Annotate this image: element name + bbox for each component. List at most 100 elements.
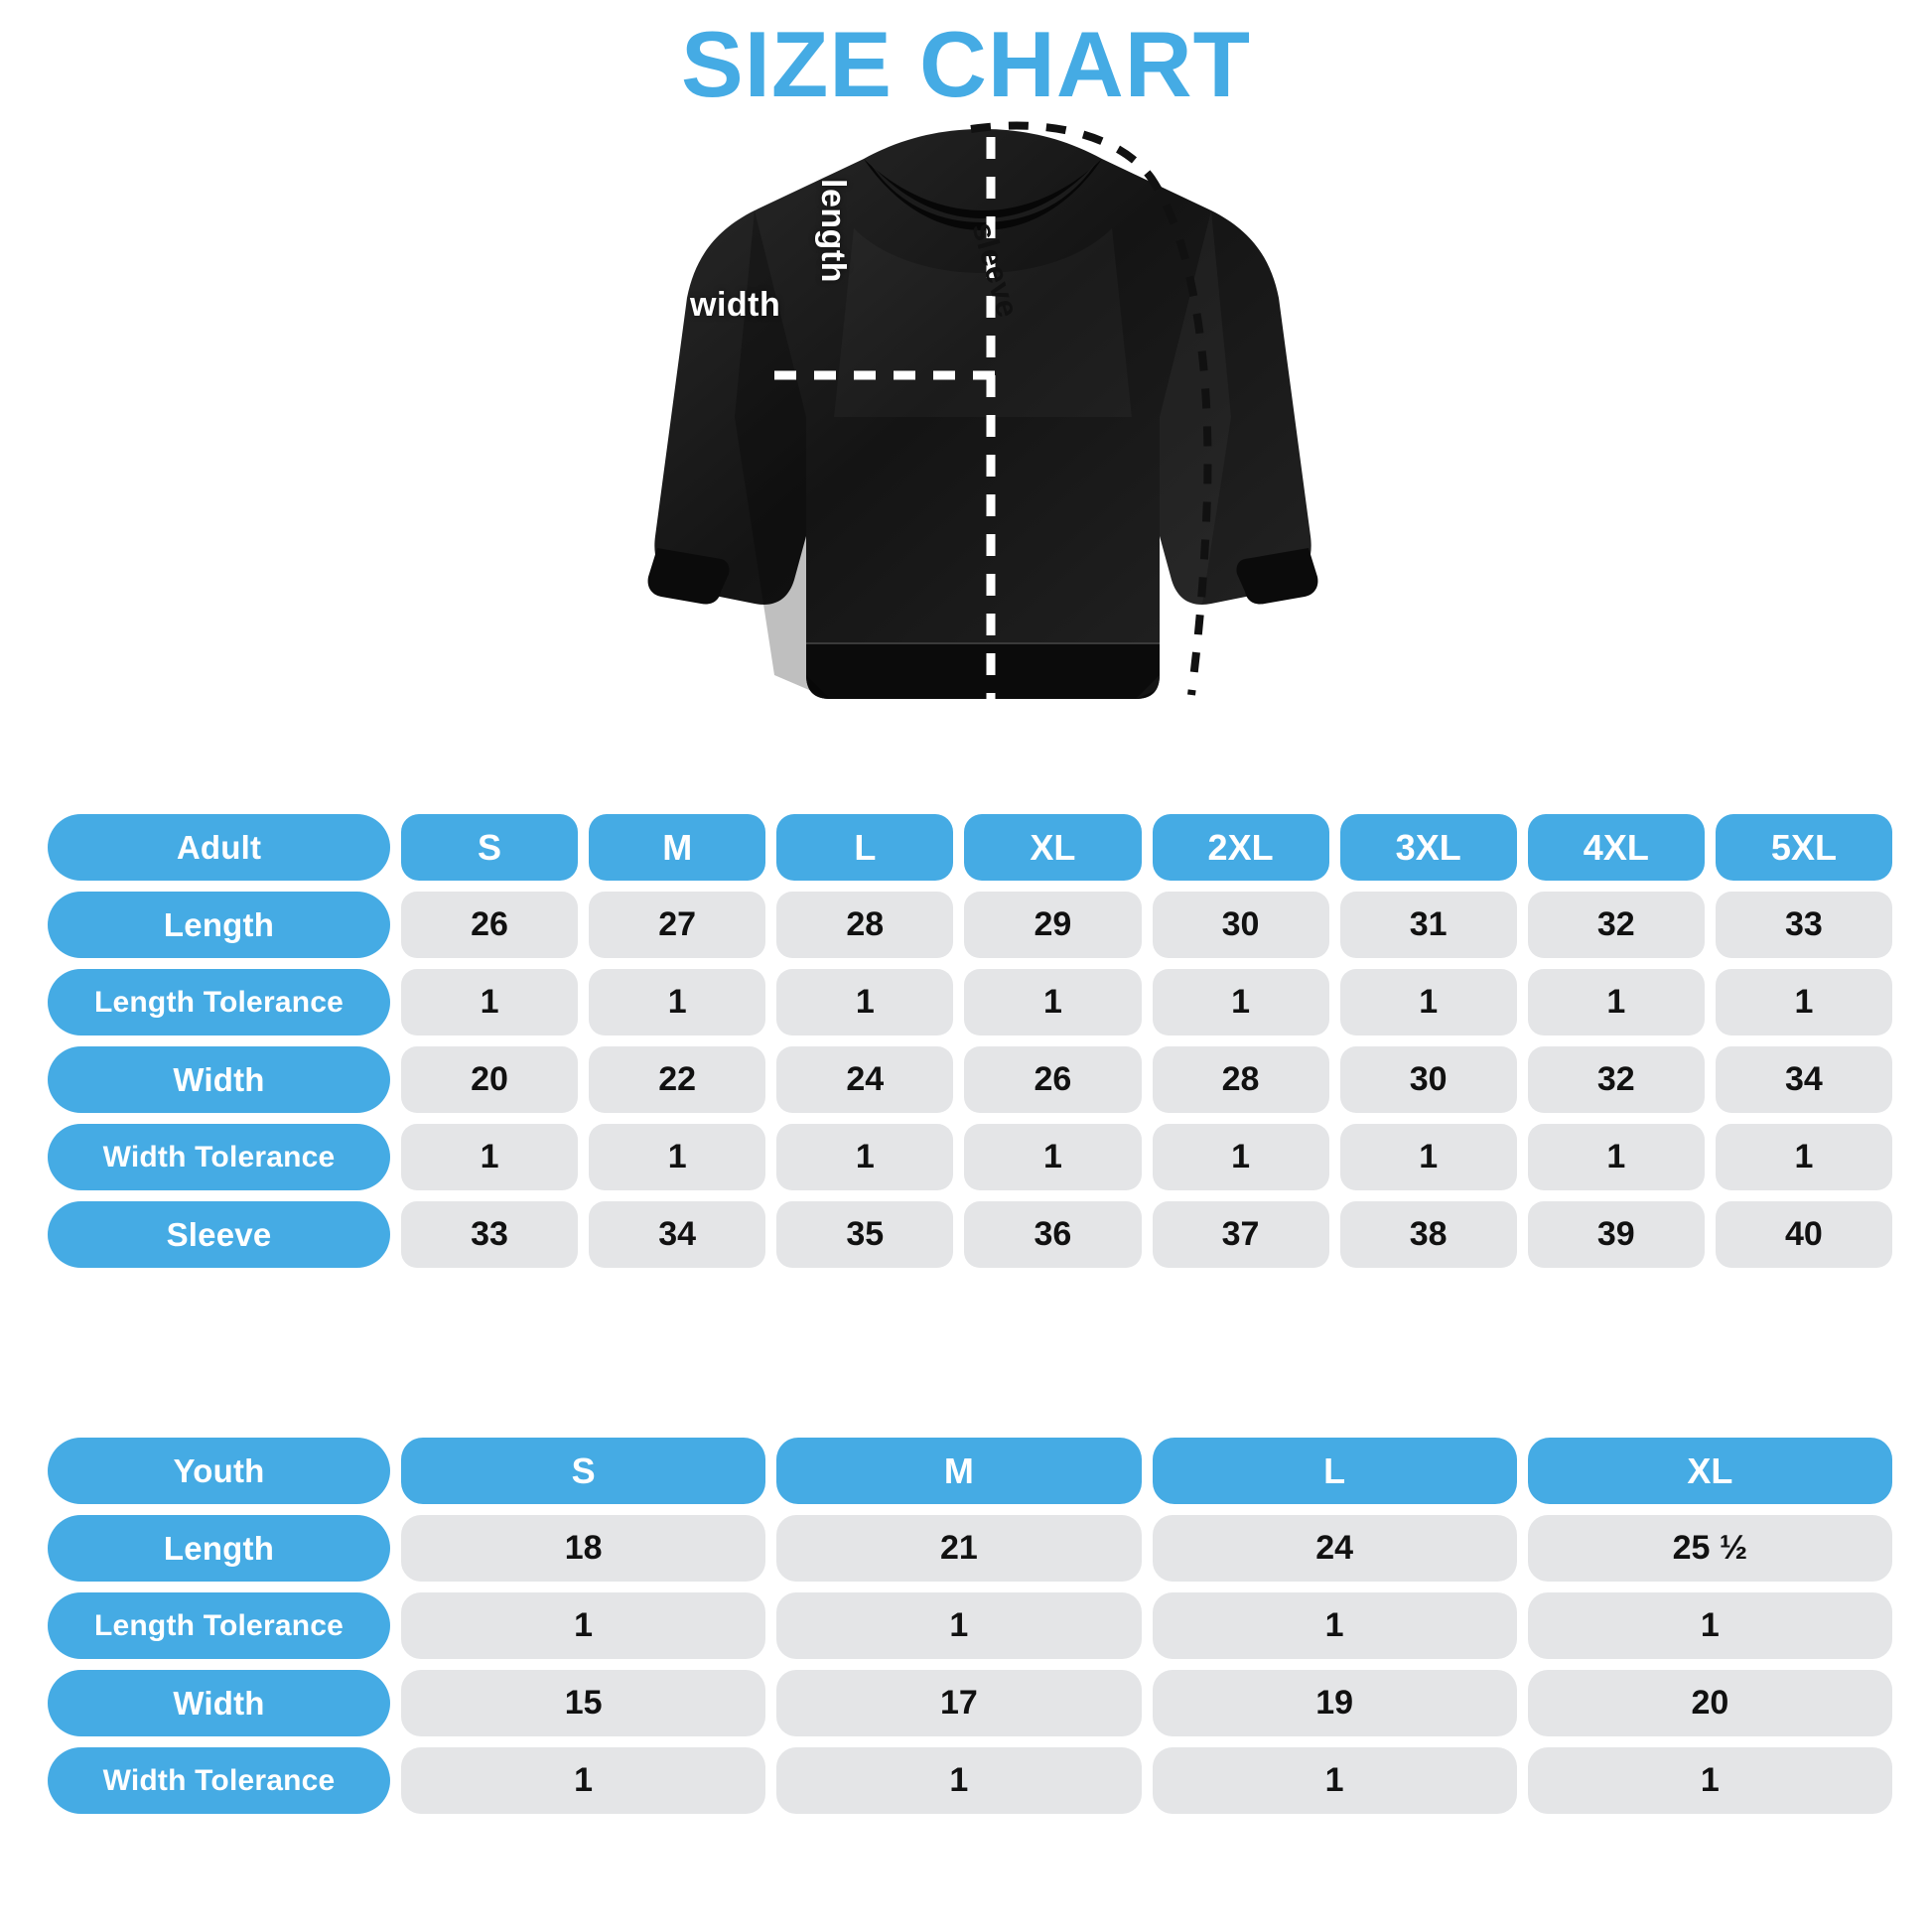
cell-value: 36 — [964, 1201, 1142, 1268]
cell-value: 39 — [1527, 1201, 1705, 1268]
row-cells: 1 1 1 1 1 1 1 1 — [401, 969, 1892, 1035]
cell-value: 1 — [964, 1124, 1142, 1190]
row-cells: 1 1 1 1 — [401, 1747, 1892, 1814]
cell-value: 1 — [401, 1592, 766, 1659]
row-label-sleeve: Sleeve — [48, 1201, 390, 1268]
cell-value: 27 — [589, 892, 766, 958]
table-row: Width Tolerance 1 1 1 1 1 1 1 1 — [48, 1124, 1892, 1190]
cell-value: 1 — [1527, 1747, 1892, 1814]
row-cells: 15 17 19 20 — [401, 1670, 1892, 1736]
youth-size-header-m[interactable]: M — [776, 1438, 1142, 1504]
cell-value: 1 — [1152, 1592, 1517, 1659]
cell-value: 33 — [401, 1201, 579, 1268]
adult-size-header-l[interactable]: L — [776, 814, 954, 881]
cell-value: 31 — [1339, 892, 1517, 958]
youth-size-header-s[interactable]: S — [401, 1438, 766, 1504]
cell-value: 32 — [1527, 1046, 1705, 1113]
cell-value: 1 — [1715, 1124, 1892, 1190]
table-row: Width Tolerance 1 1 1 1 — [48, 1747, 1892, 1814]
cell-value: 17 — [776, 1670, 1142, 1736]
cell-value: 1 — [401, 1747, 766, 1814]
adult-size-header-3xl[interactable]: 3XL — [1339, 814, 1517, 881]
cell-value: 1 — [1152, 1124, 1329, 1190]
garment-body — [654, 129, 1311, 699]
cell-value: 1 — [1339, 1124, 1517, 1190]
adult-size-header-5xl[interactable]: 5XL — [1715, 814, 1892, 881]
cell-value: 30 — [1339, 1046, 1517, 1113]
sleeve-guide-line — [970, 121, 1212, 696]
row-label-width: Width — [48, 1046, 390, 1113]
cell-value: 1 — [401, 1124, 579, 1190]
cell-value: 21 — [776, 1515, 1142, 1582]
adult-size-header-s[interactable]: S — [401, 814, 579, 881]
cell-value: 1 — [776, 1592, 1142, 1659]
length-label: length — [814, 179, 852, 283]
cell-value: 32 — [1527, 892, 1705, 958]
cell-value: 28 — [1152, 1046, 1329, 1113]
youth-size-table: Youth S M L XL Length 18 21 24 25 ½ Leng… — [48, 1438, 1892, 1814]
cell-value: 35 — [776, 1201, 954, 1268]
adult-size-header-m[interactable]: M — [589, 814, 766, 881]
cell-value: 1 — [1527, 969, 1705, 1035]
cell-value: 24 — [1152, 1515, 1517, 1582]
row-cells: 18 21 24 25 ½ — [401, 1515, 1892, 1582]
youth-size-header-l[interactable]: L — [1152, 1438, 1517, 1504]
cell-value: 1 — [1339, 969, 1517, 1035]
adult-size-header-4xl[interactable]: 4XL — [1527, 814, 1705, 881]
cell-value: 20 — [401, 1046, 579, 1113]
cell-value: 1 — [1715, 969, 1892, 1035]
cell-value: 25 ½ — [1527, 1515, 1892, 1582]
row-label-width-tolerance: Width Tolerance — [48, 1124, 390, 1190]
adult-size-header-xl[interactable]: XL — [964, 814, 1142, 881]
row-label-width: Width — [48, 1670, 390, 1736]
cell-value: 1 — [1527, 1592, 1892, 1659]
cell-value: 26 — [401, 892, 579, 958]
cell-value: 38 — [1339, 1201, 1517, 1268]
cell-value: 28 — [776, 892, 954, 958]
row-cells: 26 27 28 29 30 31 32 33 — [401, 892, 1892, 958]
garment-cuff-left — [647, 548, 730, 605]
table-row: Length 26 27 28 29 30 31 32 33 — [48, 892, 1892, 958]
table-row: Length Tolerance 1 1 1 1 1 1 1 1 — [48, 969, 1892, 1035]
garment-cuff-right — [1236, 548, 1318, 605]
adult-size-table: Adult S M L XL 2XL 3XL 4XL 5XL Length 26… — [48, 814, 1892, 1268]
table-row: Length Tolerance 1 1 1 1 — [48, 1592, 1892, 1659]
cell-value: 1 — [589, 969, 766, 1035]
youth-section-label: Youth — [48, 1438, 390, 1504]
cell-value: 1 — [589, 1124, 766, 1190]
cell-value: 1 — [401, 969, 579, 1035]
cell-value: 30 — [1152, 892, 1329, 958]
cell-value: 29 — [964, 892, 1142, 958]
cell-value: 1 — [776, 969, 954, 1035]
adult-header-row: Adult S M L XL 2XL 3XL 4XL 5XL — [48, 814, 1892, 881]
row-cells: 1 1 1 1 — [401, 1592, 1892, 1659]
cell-value: 37 — [1152, 1201, 1329, 1268]
cell-value: 33 — [1715, 892, 1892, 958]
cell-value: 15 — [401, 1670, 766, 1736]
row-cells: 33 34 35 36 37 38 39 40 — [401, 1201, 1892, 1268]
cell-value: 34 — [589, 1201, 766, 1268]
cell-value: 20 — [1527, 1670, 1892, 1736]
youth-size-header-xl[interactable]: XL — [1527, 1438, 1892, 1504]
cell-value: 40 — [1715, 1201, 1892, 1268]
table-row: Length 18 21 24 25 ½ — [48, 1515, 1892, 1582]
cell-value: 24 — [776, 1046, 954, 1113]
garment-illustration: width length sleeve — [616, 119, 1350, 814]
width-label: width — [690, 286, 781, 324]
youth-header-row: Youth S M L XL — [48, 1438, 1892, 1504]
cell-value: 19 — [1152, 1670, 1517, 1736]
sweatshirt-icon — [647, 121, 1318, 700]
cell-value: 26 — [964, 1046, 1142, 1113]
cell-value: 34 — [1715, 1046, 1892, 1113]
row-cells: 1 1 1 1 1 1 1 1 — [401, 1124, 1892, 1190]
page-title: SIZE CHART — [681, 12, 1251, 116]
table-row: Sleeve 33 34 35 36 37 38 39 40 — [48, 1201, 1892, 1268]
row-label-length: Length — [48, 892, 390, 958]
cell-value: 22 — [589, 1046, 766, 1113]
adult-size-header-2xl[interactable]: 2XL — [1152, 814, 1329, 881]
cell-value: 1 — [776, 1747, 1142, 1814]
cell-value: 1 — [1152, 1747, 1517, 1814]
garment-collar — [864, 159, 1102, 230]
row-label-length: Length — [48, 1515, 390, 1582]
